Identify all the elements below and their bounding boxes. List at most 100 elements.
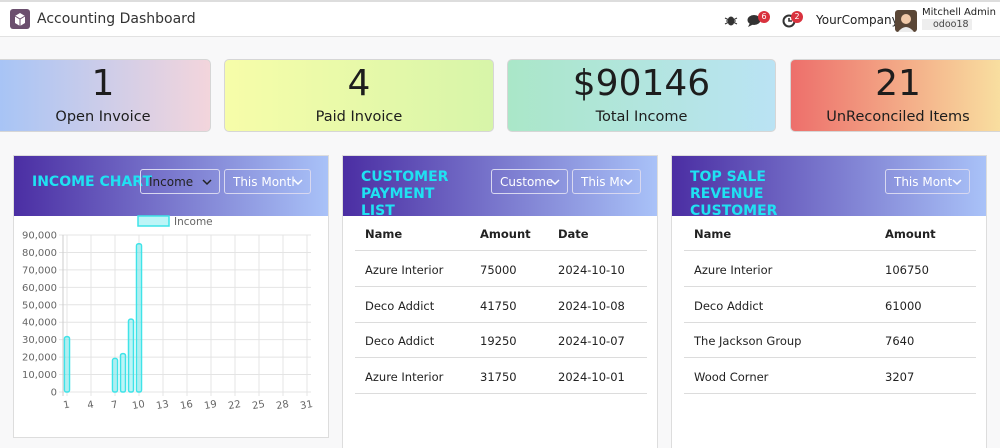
stat-label: Paid Invoice [315,109,403,125]
table-cell: 106750 [885,263,929,277]
panel-header: INCOME CHART Income This Month [14,156,328,216]
stat-value: 1 [91,63,115,104]
bar [111,357,119,393]
stat-value: 21 [875,63,921,104]
table-cell: 31750 [480,369,517,384]
chevron [623,179,633,186]
y-tick-label: 0 [51,388,57,399]
stat-value: $90146 [572,63,711,104]
stat-label: UnReconciled Items [826,109,970,125]
filter-select[interactable]: This Month [224,169,311,194]
row-separator [684,250,976,251]
messages-icon[interactable] [747,14,763,28]
table-cell: Deco Addict [365,334,435,348]
row-separator [355,357,647,358]
filter-select[interactable]: Income [140,169,220,194]
income-chart: 0 10,000 20,000 30,000 40,000 50,000 60,000 70,… [22,215,314,412]
panel-title: INCOME CHART [32,174,152,190]
chevron [293,179,303,186]
column-header: Amount [480,227,531,241]
x-tick-label: 7 [110,400,118,412]
app-title: Accounting Dashboard [37,11,196,27]
table-cell: The Jackson Group [694,334,802,348]
table-cell: Wood Corner [694,369,769,384]
table-cell: 7640 [885,334,915,348]
row-separator [684,321,976,323]
x-tick-label: 16 [179,399,193,412]
filter-text: Customer [500,175,552,189]
activities-badge: 2 [791,11,803,23]
table-cell: Azure Interior [365,369,444,384]
debug-icon[interactable] [724,13,738,27]
stat-card[interactable]: 1 Open Invoice [0,59,211,132]
table-cell: 2024-10-01 [558,369,625,384]
filter-select[interactable]: This Month [572,169,641,194]
bar [119,352,127,393]
legend-label: Income [174,216,213,228]
y-tick-label: 40,000 [22,318,57,329]
table-cell: 2024-10-08 [558,298,625,313]
table-cell: Azure Interior [694,263,773,277]
user-avatar[interactable] [895,10,917,32]
row-separator [355,321,647,323]
stat-value: 4 [347,63,371,104]
stat-card[interactable]: 21 UnReconciled Items [790,59,1000,132]
navbar: Accounting Dashboard 6 2 YourCompany Mit… [0,0,1000,37]
table-cell: 2024-10-07 [558,334,625,348]
row-separator [355,286,647,287]
income-panel: INCOME CHART Income This Month 0 10,000 20… [13,155,329,438]
y-tick-label: 30,000 [22,335,57,346]
bar [127,318,135,393]
x-tick-label: 31 [299,399,313,412]
app-icon[interactable] [10,9,30,29]
chevron [952,179,962,186]
y-tick-label: 60,000 [22,283,57,294]
table-cell: Deco Addict [694,298,764,313]
filter-text: Income [149,175,194,189]
bar [63,335,71,393]
table-cell: 19250 [480,334,517,348]
filter-select[interactable]: Customer [491,169,568,194]
row-separator [684,392,976,394]
x-tick-label: 4 [86,400,94,412]
chevron [202,179,212,186]
panel-title: CUSTOMER PAYMENT LIST [361,169,449,219]
table-cell: 3207 [885,369,915,384]
stat-label: Total Income [595,109,688,125]
table-cell: 2024-10-10 [558,263,625,277]
panel-header: CUSTOMER PAYMENT LIST Customer This Mont… [343,156,657,219]
messages-badge: 6 [758,11,770,23]
database-name: odoo18 [922,19,972,30]
legend-swatch [137,215,170,227]
x-tick-label: 19 [203,399,217,412]
table-cell: 75000 [480,263,517,277]
x-tick-label: 13 [155,399,169,412]
y-tick-label: 10,000 [22,370,57,381]
stat-card[interactable]: $90146 Total Income [507,59,776,132]
table-cell: 61000 [885,298,922,313]
row-separator [355,250,647,251]
x-tick-label: 28 [275,399,289,412]
table-cell: 41750 [480,298,517,313]
filter-select[interactable]: This Month [885,169,970,194]
row-separator [684,357,976,358]
table-cell: Azure Interior [365,263,444,277]
table-cell: Deco Addict [365,298,435,313]
filter-text: This Month [581,175,623,189]
row-separator [355,392,647,394]
stat-card[interactable]: 4 Paid Invoice [224,59,494,132]
x-tick-label: 22 [227,399,241,412]
x-tick-label: 1 [62,400,70,412]
y-tick-label: 70,000 [22,265,57,276]
y-tick-label: 90,000 [22,231,57,242]
chevron [550,179,560,186]
filter-text: This Month [894,175,952,189]
panel-header: TOP SALE REVENUE CUSTOMER This Month [672,156,986,219]
y-tick-label: 20,000 [22,353,57,364]
payment-panel: CUSTOMER PAYMENT LIST Customer This Mont… [342,155,658,448]
column-header: Name [694,227,732,241]
user-name[interactable]: Mitchell Admin [922,7,996,18]
stat-label: Open Invoice [55,109,151,125]
company-name[interactable]: YourCompany [816,13,899,27]
